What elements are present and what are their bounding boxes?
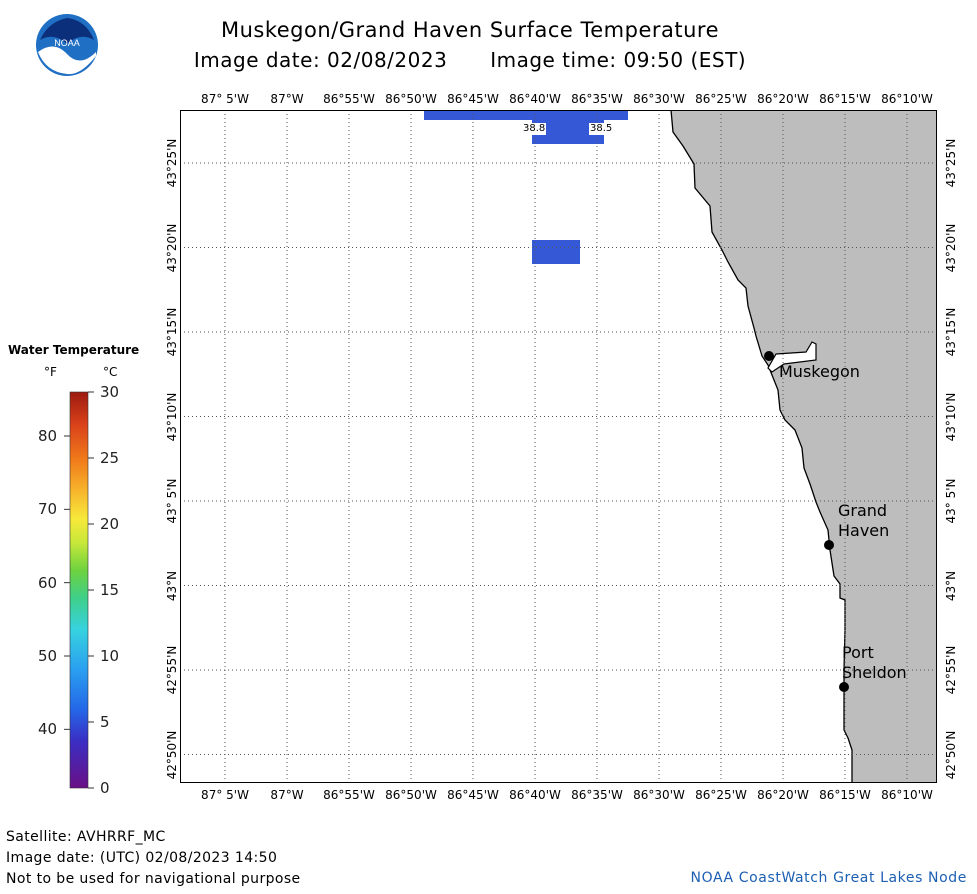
- latitude-label: 43°20'N: [944, 223, 958, 272]
- latitude-label: 43°25'N: [944, 138, 958, 188]
- legend-celsius-label: 25: [100, 449, 120, 467]
- map-subtitle: Image date: 02/08/2023 Image time: 09:50…: [150, 48, 790, 72]
- longitude-label: 86°25'W: [695, 92, 747, 106]
- legend-celsius-label: 5: [100, 713, 110, 731]
- legend-unit-c: °C: [103, 365, 118, 379]
- place-label-port-sheldon: Port Sheldon: [842, 643, 907, 682]
- latitude-label: 43° 5'N: [944, 478, 958, 524]
- longitude-label: 86°10'W: [881, 92, 933, 106]
- legend-fahrenheit-label: 80: [38, 427, 58, 445]
- legend-colorbar: [64, 391, 94, 789]
- title-block: Muskegon/Grand Haven Surface Temperature…: [150, 18, 790, 72]
- longitude-label: 86°20'W: [757, 788, 809, 802]
- latitude-label: 43°N: [944, 570, 958, 601]
- longitude-label: 86°45'W: [447, 92, 499, 106]
- longitude-label: 86°40'W: [509, 92, 561, 106]
- legend-fahrenheit-label: 60: [38, 573, 58, 592]
- map-area: [180, 110, 937, 783]
- longitude-label: 86°35'W: [571, 92, 623, 106]
- temperature-cell-label: 38.5: [589, 123, 614, 135]
- longitude-label: 86°15'W: [819, 92, 871, 106]
- legend-celsius-label: 30: [100, 383, 120, 401]
- latitude-label: 43°20'N: [165, 223, 179, 272]
- longitude-label: 86°35'W: [571, 788, 623, 802]
- longitude-label: 87°W: [270, 92, 304, 106]
- longitude-label: 86°20'W: [757, 92, 809, 106]
- longitude-label: 86°45'W: [447, 788, 499, 802]
- satellite-info: Satellite: AVHRRF_MC: [6, 829, 166, 845]
- legend-celsius-label: 10: [100, 647, 120, 665]
- legend-celsius-label: 0: [100, 779, 110, 797]
- latitude-label: 43°25'N: [165, 138, 179, 188]
- legend-celsius-label: 15: [100, 581, 120, 599]
- longitude-label: 87° 5'W: [201, 92, 249, 106]
- latitude-label: 43°N: [165, 570, 179, 601]
- longitude-label: 87°W: [270, 788, 304, 802]
- longitude-label: 86°50'W: [385, 92, 437, 106]
- disclaimer: Not to be used for navigational purpose: [6, 871, 301, 887]
- coastwatch-credit[interactable]: NOAA CoastWatch Great Lakes Node: [690, 870, 967, 886]
- longitude-label: 86°40'W: [509, 788, 561, 802]
- legend-celsius-label: 20: [100, 515, 120, 533]
- legend-unit-f: °F: [44, 365, 57, 379]
- port-sheldon-marker: [839, 682, 849, 692]
- image-date: Image date: 02/08/2023: [193, 48, 448, 72]
- latitude-label: 43°15'N: [165, 307, 179, 357]
- legend-fahrenheit-label: 70: [38, 500, 58, 519]
- longitude-label: 86°30'W: [633, 92, 685, 106]
- latitude-label: 42°55'N: [944, 645, 958, 695]
- longitude-label: 87° 5'W: [201, 788, 249, 802]
- utc-image-date: Image date: (UTC) 02/08/2023 14:50: [6, 850, 278, 866]
- map-title: Muskegon/Grand Haven Surface Temperature: [220, 18, 720, 42]
- place-label-muskegon: Muskegon: [779, 362, 860, 381]
- legend-title: Water Temperature: [8, 343, 140, 357]
- latitude-label: 42°50'N: [165, 730, 179, 779]
- latitude-label: 42°55'N: [165, 645, 179, 695]
- longitude-label: 86°10'W: [881, 788, 933, 802]
- latitude-label: 43°10'N: [944, 392, 958, 441]
- latitude-label: 43°15'N: [944, 307, 958, 357]
- longitude-label: 86°25'W: [695, 788, 747, 802]
- graticule: [180, 110, 937, 783]
- image-time: Image time: 09:50 (EST): [490, 48, 747, 72]
- latitude-label: 43°10'N: [165, 392, 179, 441]
- temperature-cell-label: 38.8: [522, 123, 547, 135]
- noaa-logo: NOAA: [36, 14, 98, 76]
- temperature-cell: [532, 240, 580, 264]
- legend-fahrenheit-label: 50: [38, 647, 58, 665]
- muskegon-lake: [767, 341, 817, 373]
- latitude-label: 43° 5'N: [165, 478, 179, 524]
- longitude-label: 86°30'W: [633, 788, 685, 802]
- latitude-label: 42°50'N: [944, 730, 958, 779]
- temperature-cell: [424, 110, 628, 120]
- grand-haven-marker: [824, 540, 834, 550]
- longitude-label: 86°15'W: [819, 788, 871, 802]
- longitude-label: 86°55'W: [323, 788, 375, 802]
- noaa-logo-text: NOAA: [54, 38, 80, 48]
- muskegon-marker: [764, 351, 774, 361]
- legend-fahrenheit-label: 40: [38, 720, 58, 739]
- place-label-grand-haven: Grand Haven: [838, 501, 890, 540]
- longitude-label: 86°50'W: [385, 788, 437, 802]
- longitude-label: 86°55'W: [323, 92, 375, 106]
